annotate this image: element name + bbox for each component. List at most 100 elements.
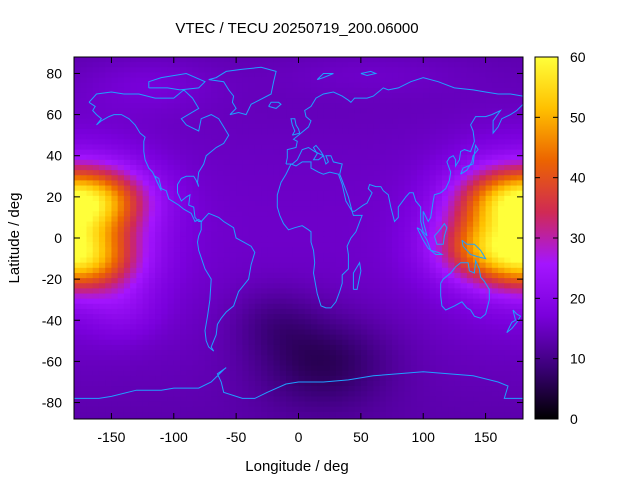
heatmap-cell [229,82,237,89]
heatmap-cell [204,324,212,331]
heatmap-cell [323,180,331,187]
heatmap-cell [317,134,325,140]
heatmap-cell [516,226,523,233]
heatmap-cell [248,355,256,361]
heatmap-cell [148,329,156,336]
heatmap-cell [236,92,243,99]
heatmap-cell [416,380,424,387]
heatmap-cell [479,134,487,140]
heatmap-cell [142,226,150,233]
heatmap-cell [310,288,318,295]
heatmap-cell [410,87,418,94]
heatmap-cell [223,267,231,274]
heatmap-cell [80,200,88,207]
heatmap-cell [242,360,250,367]
heatmap-cell [298,386,306,392]
heatmap-cell [485,370,493,377]
heatmap-cell [335,231,343,238]
heatmap-cell [229,98,237,104]
heatmap-cell [454,200,462,207]
heatmap-cell [392,164,399,171]
heatmap-cell [298,278,306,284]
heatmap-cell [510,262,518,269]
heatmap-cell [491,164,499,171]
heatmap-cell [373,339,381,346]
heatmap-cell [86,108,94,115]
heatmap-cell [335,278,343,284]
heatmap-cell [180,175,187,182]
heatmap-cell [261,108,268,115]
heatmap-cell [211,170,219,176]
heatmap-cell [236,128,243,135]
heatmap-cell [117,350,125,356]
heatmap-cell [167,195,175,202]
heatmap-cell [80,262,88,269]
heatmap-cell [74,108,81,115]
heatmap-cell [186,231,194,238]
heatmap-cell [329,144,337,151]
heatmap-cell [136,288,144,295]
heatmap-cell [111,170,119,176]
heatmap-cell [80,77,88,84]
heatmap-cell [323,190,331,197]
heatmap-cell [416,118,424,125]
heatmap-cell [485,391,493,397]
heatmap-cell [454,344,462,351]
heatmap-cell [479,386,487,392]
heatmap-cell [105,406,113,413]
heatmap-cell [504,164,512,171]
heatmap-cell [242,247,250,253]
heatmap-cell [273,67,281,74]
heatmap-cell [148,175,156,182]
heatmap-cell [435,108,443,115]
heatmap-cell [410,128,418,135]
heatmap-cell [86,257,94,264]
heatmap-cell [460,118,468,125]
heatmap-cell [92,134,100,140]
heatmap-cell [192,128,200,135]
heatmap-cell [242,159,250,166]
heatmap-cell [441,339,449,346]
heatmap-cell [229,401,237,408]
heatmap-cell [254,391,262,397]
heatmap-cell [105,375,113,382]
heatmap-cell [242,319,250,325]
heatmap-cell [491,87,499,94]
heatmap-cell [155,380,162,387]
heatmap-cell [485,170,493,176]
heatmap-cell [398,350,406,356]
heatmap-cell [504,221,512,228]
heatmap-cell [261,339,268,346]
heatmap-cell [479,98,487,104]
heatmap-cell [186,149,194,156]
heatmap-cell [466,67,474,74]
heatmap-cell [267,262,275,269]
heatmap-cell [279,57,287,63]
heatmap-cell [105,180,113,187]
heatmap-cell [192,406,200,413]
heatmap-cell [441,103,449,110]
heatmap-cell [167,185,175,192]
heatmap-cell [392,257,399,264]
heatmap-cell [498,195,505,202]
heatmap-cell [392,283,399,289]
heatmap-cell [229,164,237,171]
heatmap-cell [398,247,406,253]
heatmap-cell [329,406,337,413]
heatmap-cell [292,67,300,74]
heatmap-cell [354,391,362,397]
heatmap-cell [342,344,349,351]
heatmap-cell [254,77,262,84]
heatmap-cell [204,262,212,269]
heatmap-cell [242,139,250,146]
heatmap-cell [498,236,505,243]
heatmap-cell [466,298,474,305]
heatmap-cell [441,283,449,289]
heatmap-cell [254,262,262,269]
heatmap-cell [161,113,169,120]
heatmap-cell [435,175,443,182]
heatmap-cell [286,180,293,187]
heatmap-cell [279,236,287,243]
heatmap-cell [279,211,287,217]
heatmap-cell [354,242,362,248]
